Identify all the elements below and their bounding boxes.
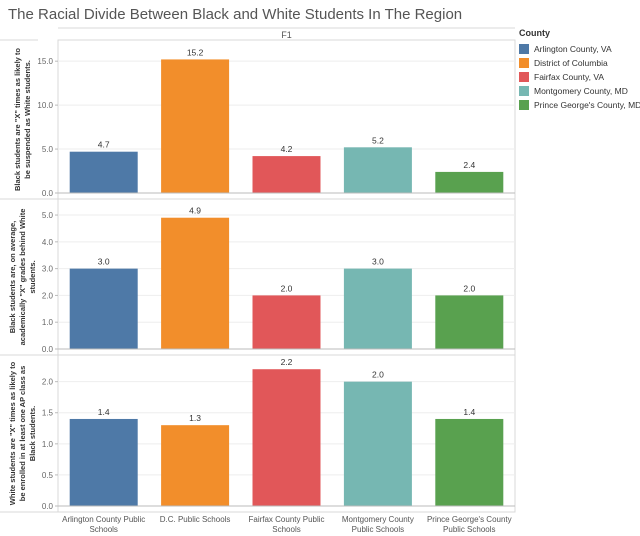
bar-value-label: 4.7 <box>98 140 110 150</box>
legend-item[interactable]: Fairfax County, VA <box>519 70 639 84</box>
y-tick-label: 0.0 <box>42 345 54 354</box>
x-tick-label: Arlington County Public <box>62 515 145 524</box>
legend-swatch <box>519 86 529 96</box>
y-tick-label: 1.0 <box>42 440 54 449</box>
x-tick-label: Fairfax County Public <box>248 515 324 524</box>
legend-swatch <box>519 44 529 54</box>
bar-value-label: 2.0 <box>372 370 384 380</box>
bar <box>69 268 138 349</box>
legend-label: Arlington County, VA <box>534 44 612 54</box>
bar <box>252 156 321 193</box>
bar-value-label: 2.4 <box>463 160 475 170</box>
y-axis-label-line: students. <box>28 260 37 293</box>
legend: County Arlington County, VA District of C… <box>519 28 640 112</box>
column-header: F1 <box>281 30 292 40</box>
bar <box>435 295 504 349</box>
bar <box>343 381 412 506</box>
bar <box>252 295 321 349</box>
y-tick-label: 10.0 <box>37 101 53 110</box>
x-tick-label: Schools <box>89 525 117 534</box>
bar-value-label: 2.2 <box>281 357 293 367</box>
y-axis-label-line: White students are "X" times as likely t… <box>8 361 17 505</box>
y-tick-label: 4.0 <box>42 238 54 247</box>
bar <box>252 369 321 506</box>
bar-value-label: 1.4 <box>98 407 110 417</box>
chart-title: The Racial Divide Between Black and Whit… <box>8 6 463 23</box>
x-tick-label: Montgomery County <box>342 515 414 524</box>
legend-item[interactable]: Arlington County, VA <box>519 42 639 56</box>
bar-value-label: 3.0 <box>372 257 384 267</box>
y-axis-label-line: Black students are, on average, <box>8 221 17 334</box>
bar-value-label: 2.0 <box>463 283 475 293</box>
bar-value-label: 3.0 <box>98 257 110 267</box>
x-tick-label: Prince George's County <box>427 515 512 524</box>
panel-frame <box>57 354 516 513</box>
legend-item[interactable]: Prince George's County, MD <box>519 98 640 112</box>
legend-swatch <box>519 72 529 82</box>
y-axis-label: Black students are, on average,academica… <box>8 209 37 346</box>
legend-item[interactable]: District of Columbia <box>519 56 639 70</box>
y-tick-label: 0.0 <box>42 502 54 511</box>
bar-value-label: 15.2 <box>187 47 204 57</box>
y-axis-label-line: Black students are "X" times as likely t… <box>13 48 22 191</box>
bar <box>161 217 230 349</box>
y-tick-label: 5.0 <box>42 211 54 220</box>
legend-label: Prince George's County, MD <box>534 100 640 110</box>
bar <box>161 425 230 506</box>
y-axis-label: White students are "X" times as likely t… <box>8 361 37 505</box>
legend-item[interactable]: Montgomery County, MD <box>519 84 639 98</box>
bar <box>343 268 412 349</box>
legend-label: Fairfax County, VA <box>534 72 605 82</box>
bar <box>435 171 504 193</box>
bar-value-label: 4.9 <box>189 206 201 216</box>
bar <box>343 147 412 193</box>
y-tick-label: 15.0 <box>37 57 53 66</box>
x-tick-label: Schools <box>272 525 300 534</box>
y-tick-label: 1.0 <box>42 318 54 327</box>
x-tick-label: Public Schools <box>352 525 404 534</box>
legend-label: Montgomery County, MD <box>534 86 628 96</box>
bar-value-label: 1.3 <box>189 413 201 423</box>
x-tick-label: Public Schools <box>443 525 495 534</box>
y-axis-label-line: be enrolled in at least one AP class as <box>18 366 27 501</box>
legend-swatch <box>519 58 529 68</box>
y-tick-label: 3.0 <box>42 265 54 274</box>
y-axis-label-line: be suspended as White students. <box>23 60 32 179</box>
y-tick-label: 0.5 <box>42 471 54 480</box>
y-tick-label: 5.0 <box>42 145 54 154</box>
bar-value-label: 4.2 <box>281 144 293 154</box>
y-axis-label: Black students are "X" times as likely t… <box>13 48 32 191</box>
bar <box>161 59 230 194</box>
legend-title: County <box>519 28 550 38</box>
bar-value-label: 2.0 <box>281 283 293 293</box>
y-tick-label: 2.0 <box>42 291 54 300</box>
y-axis-label-line: Black students. <box>28 406 37 461</box>
y-axis-label-line: academically "X" grades behind White <box>18 209 27 346</box>
legend-swatch <box>519 100 529 110</box>
legend-label: District of Columbia <box>534 58 608 68</box>
bar <box>435 418 504 506</box>
bar-value-label: 1.4 <box>463 407 475 417</box>
bar <box>69 151 138 193</box>
bar-value-label: 5.2 <box>372 135 384 145</box>
y-tick-label: 1.5 <box>42 409 54 418</box>
x-tick-label: D.C. Public Schools <box>160 515 231 524</box>
y-tick-label: 0.0 <box>42 189 54 198</box>
y-tick-label: 2.0 <box>42 378 54 387</box>
bar <box>69 418 138 506</box>
